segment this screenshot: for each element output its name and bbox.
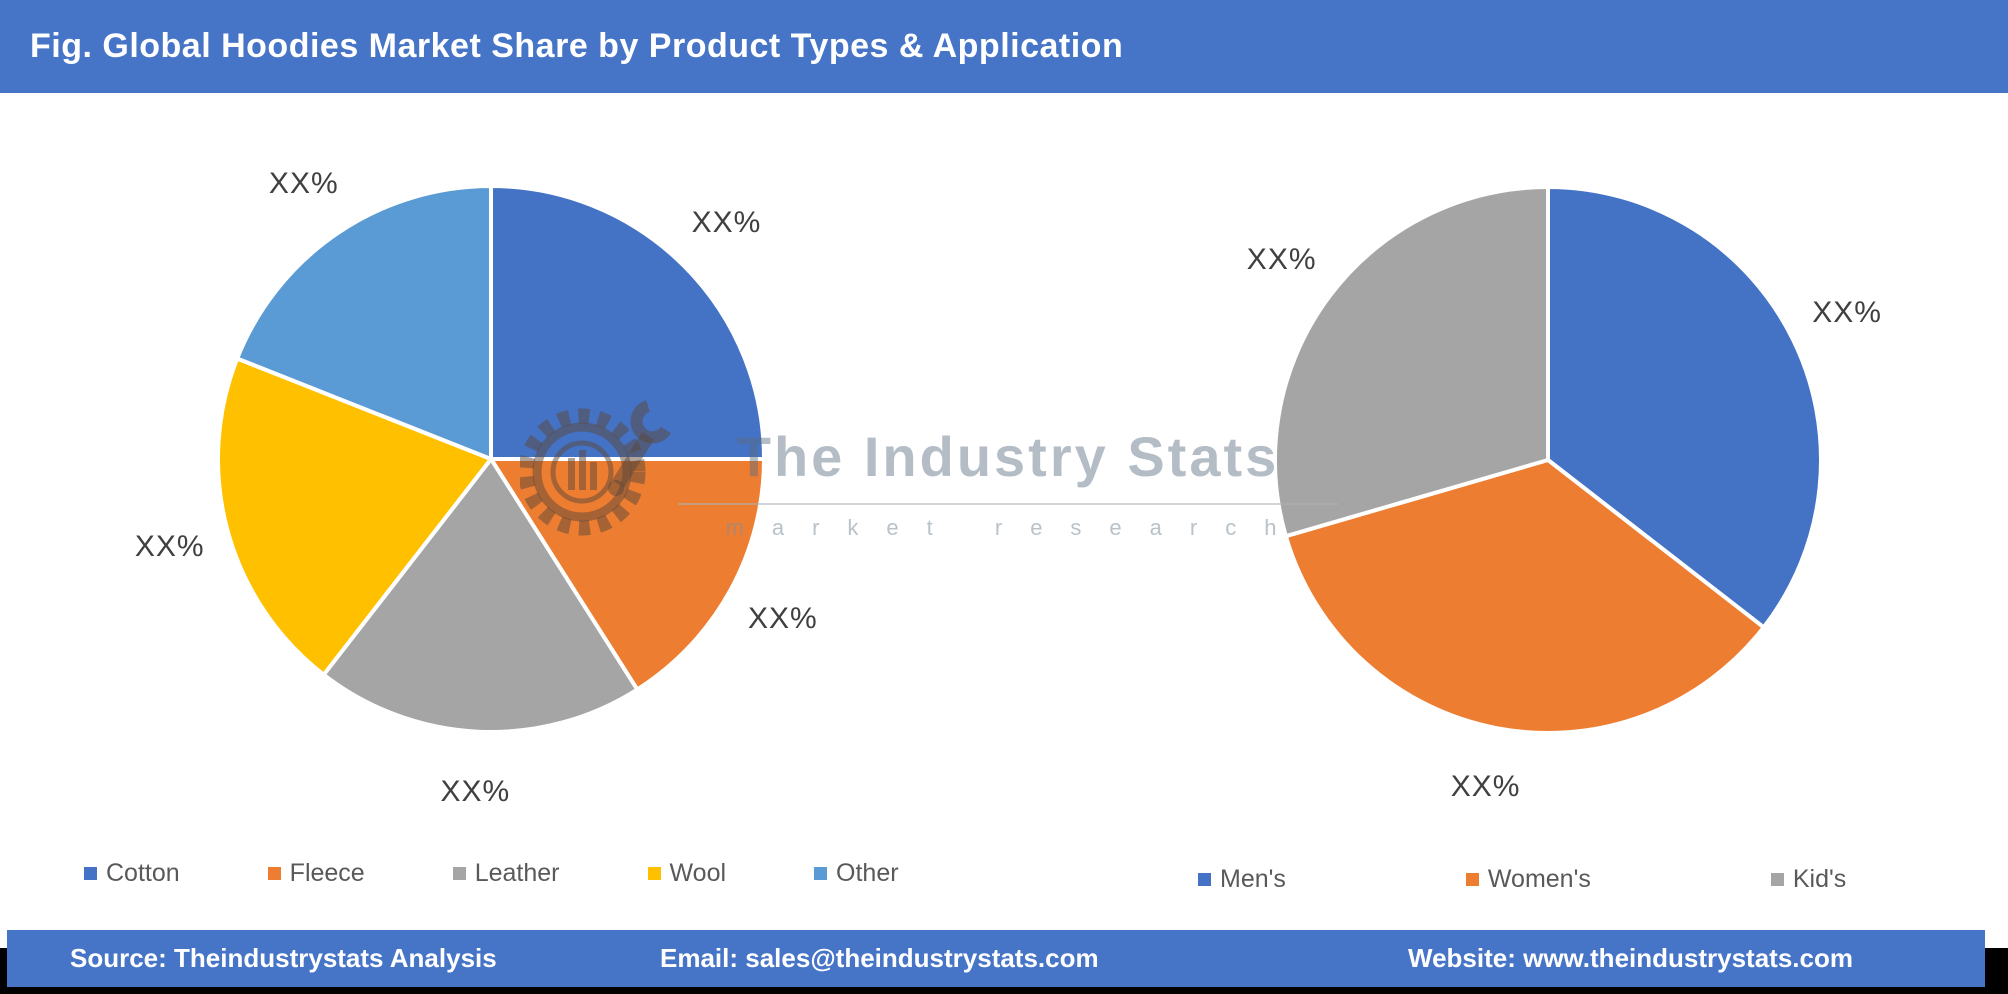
legend-item-leather: Leather [452, 859, 560, 888]
mens-percentage-label: XX% [1812, 296, 1882, 330]
legend-item-cotton: Cotton [84, 859, 180, 888]
figure-title: Fig. Global Hoodies Market Share by Prod… [30, 27, 1124, 65]
legend-label-mens: Men's [1220, 865, 1286, 893]
footer-source-text: Source: Theindustrystats Analysis [70, 943, 497, 973]
legend-swatch-kids [1770, 873, 1784, 886]
product-types-legend: Cotton Fleece Leather Wool Other [84, 859, 899, 888]
legend-item-other: Other [814, 859, 899, 888]
legend-swatch-leather [452, 867, 466, 880]
footer-bar: Source: Theindustrystats Analysis Email:… [7, 930, 1985, 987]
legend-item-womens: Women's [1465, 865, 1591, 894]
watermark-title: The Industry Stats [736, 425, 1280, 488]
header-bar: Fig. Global Hoodies Market Share by Prod… [0, 0, 2008, 93]
chart-area: The Industry Stats market research Cotto… [0, 93, 2008, 930]
legend-label-wool: Wool [669, 859, 727, 887]
legend-label-kids: Kid's [1792, 865, 1847, 893]
legend-swatch-cotton [84, 867, 97, 880]
legend-swatch-mens [1198, 873, 1211, 886]
product-types-pie-chart [216, 184, 766, 734]
legend-swatch-wool [647, 867, 661, 880]
footer-website-text: Website: www.theindustrystats.com [1408, 943, 1853, 973]
watermark: The Industry Stats market research [678, 424, 1338, 541]
leather-percentage-label: XX% [440, 774, 511, 808]
legend-swatch-womens [1465, 873, 1479, 886]
pie-slice-cotton [489, 184, 766, 461]
footer-email-text: Email: sales@theindustrystats.com [660, 943, 1099, 973]
legend-item-fleece: Fleece [267, 859, 365, 888]
wool-percentage-label: XX% [134, 529, 205, 563]
pie-slice-womens [1283, 458, 1766, 735]
legend-label-womens: Women's [1487, 865, 1591, 893]
other-percentage-label: XX% [268, 166, 339, 200]
watermark-divider [678, 503, 1338, 505]
legend-label-other: Other [836, 859, 899, 887]
kids-percentage-label: XX% [1246, 243, 1317, 277]
legend-label-leather: Leather [474, 859, 560, 887]
legend-item-kids: Kid's [1770, 865, 1847, 894]
application-pie-chart [1273, 185, 1823, 735]
pie-slice-wool [216, 356, 493, 677]
watermark-subtitle: market research [725, 515, 1305, 540]
legend-label-fleece: Fleece [289, 859, 365, 887]
application-legend: Men's Women's Kid's [1198, 865, 1846, 894]
legend-label-cotton: Cotton [106, 859, 180, 887]
pie-slice-leather [321, 457, 640, 734]
pie-slice-kids [1273, 185, 1550, 539]
legend-swatch-fleece [267, 867, 281, 880]
pie-slice-mens [1546, 185, 1823, 630]
womens-percentage-label: XX% [1450, 770, 1521, 804]
legend-swatch-other [814, 867, 828, 880]
pie-slice-other [235, 184, 493, 461]
fleece-percentage-label: XX% [748, 602, 818, 636]
cotton-percentage-label: XX% [691, 206, 762, 240]
legend-item-wool: Wool [647, 859, 727, 888]
legend-item-mens: Men's [1198, 865, 1286, 894]
